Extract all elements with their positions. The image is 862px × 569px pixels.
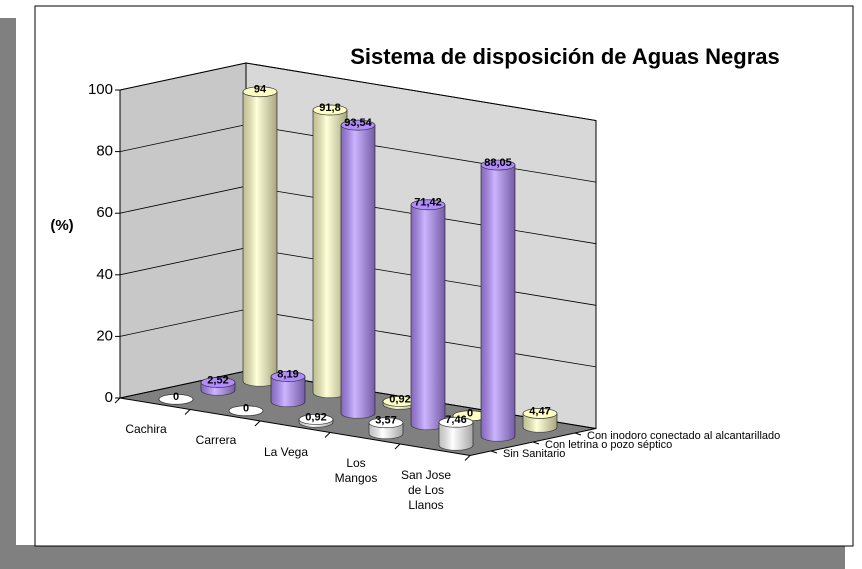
value-label: 8,19 [277, 368, 298, 380]
x-tick [114, 397, 121, 404]
grid-line [119, 62, 597, 121]
cylinder-top [298, 414, 334, 425]
cylinder-top [438, 416, 474, 428]
value-label: 0 [173, 391, 179, 403]
cylinder-top [480, 159, 516, 171]
y-tick-label: 100 [88, 81, 113, 98]
x-tick [184, 409, 191, 415]
value-label: 4,47 [529, 405, 550, 417]
value-label: 91,8 [319, 102, 340, 114]
cylinder-top [242, 86, 278, 98]
x-tick [394, 443, 401, 450]
x-tick [254, 420, 261, 427]
cylinder-shade [341, 125, 375, 419]
cylinder-shade [411, 204, 445, 430]
depth-tick [490, 450, 498, 454]
value-label: 7,46 [445, 414, 466, 426]
value-label: 94 [254, 84, 267, 96]
value-label: 3,57 [375, 415, 396, 427]
depth-tick [574, 432, 582, 436]
x-tick-label: San Jose de Los Llanos [400, 467, 452, 512]
cylinder-top [312, 104, 348, 116]
x-tick-label: La Vega [263, 444, 309, 459]
y-tick-label: 60 [96, 204, 113, 221]
y-tick-label: 40 [96, 266, 113, 283]
cylinder-shade [313, 110, 347, 398]
y-tick-label: 80 [96, 143, 113, 160]
cylinder-shade [439, 422, 473, 451]
cylinder-top [270, 371, 306, 382]
x-tick-label: Carrera [195, 433, 237, 448]
value-label: 93,54 [344, 117, 372, 129]
y-axis-label: (%) [50, 217, 73, 234]
value-label: 2,52 [207, 374, 228, 386]
legend-label: Sin Sanitario [503, 448, 565, 460]
value-label: 0 [467, 408, 473, 420]
depth-tick [532, 441, 540, 445]
value-label: 88,05 [484, 157, 512, 169]
legend-label: Con inodoro conectado al alcantarillado [587, 430, 780, 442]
value-label: 71,42 [414, 197, 442, 209]
value-label: 0,92 [389, 393, 410, 405]
x-tick [324, 432, 331, 438]
left-wall [119, 62, 247, 399]
cylinder-top [368, 417, 404, 429]
value-label: 0,92 [305, 411, 326, 423]
cylinder-top [340, 119, 376, 131]
y-tick-label: 20 [96, 327, 113, 344]
cylinder-shade [271, 376, 305, 407]
chart-title: Sistema de disposición de Aguas Negras [350, 44, 780, 69]
y-tick-label: 0 [105, 389, 113, 406]
cylinder-top [228, 405, 264, 417]
legend-label: Con letrina o pozo séptico [545, 439, 672, 451]
cylinder-top [200, 377, 236, 388]
cylinder-shade [481, 165, 515, 442]
x-tick [464, 455, 471, 461]
cylinder-shade [243, 91, 277, 387]
x-tick-label: Cachira [125, 421, 167, 436]
cylinder-top [522, 408, 558, 419]
value-label: 0 [243, 403, 249, 415]
cylinder-top [410, 199, 446, 211]
cylinder-top [158, 393, 194, 405]
x-tick-label: Los Mangos [334, 456, 378, 486]
